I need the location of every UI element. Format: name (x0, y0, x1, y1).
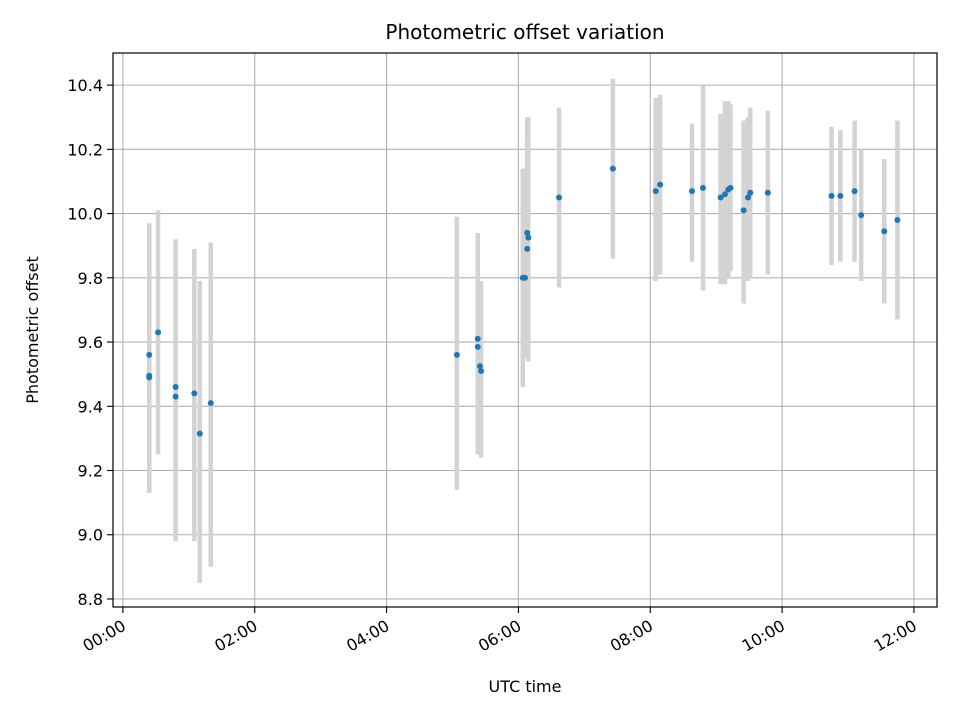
data-point (155, 329, 162, 336)
data-point (525, 234, 532, 241)
y-tick-label: 10.0 (67, 205, 103, 224)
data-point (172, 384, 179, 391)
data-point (172, 393, 179, 400)
data-point (881, 228, 888, 235)
y-axis-ticks: 8.8 9.0 9.2 9.4 9.6 9.8 10.0 10.2 10.4 (67, 76, 113, 609)
data-point (478, 367, 485, 374)
data-point (556, 194, 563, 201)
data-point (740, 207, 747, 214)
data-point (476, 363, 483, 370)
y-tick-label: 9.8 (78, 269, 103, 288)
data-point (688, 188, 695, 195)
data-point (524, 245, 531, 252)
data-point (858, 212, 865, 219)
y-tick-label: 9.0 (78, 526, 103, 545)
data-point (764, 189, 771, 196)
y-tick-label: 10.2 (67, 140, 103, 159)
y-tick-label: 9.4 (78, 397, 103, 416)
x-axis-label: UTC time (489, 677, 562, 696)
y-tick-label: 10.4 (67, 76, 103, 95)
data-point (146, 351, 153, 358)
data-point (699, 184, 706, 191)
data-point (652, 188, 659, 195)
plot-frame (112, 52, 938, 608)
data-point (851, 188, 858, 195)
data-point (828, 192, 835, 199)
data-point (837, 192, 844, 199)
data-point (657, 181, 664, 188)
data-point (453, 351, 460, 358)
data-point (207, 400, 214, 407)
data-point (474, 343, 481, 350)
data-point (717, 194, 724, 201)
data-point (609, 165, 616, 172)
data-point (747, 189, 754, 196)
y-axis-label: Photometric offset (23, 256, 42, 404)
data-point (721, 191, 728, 198)
data-point (727, 184, 734, 191)
y-tick-label: 8.8 (78, 590, 103, 609)
y-tick-label: 9.6 (78, 333, 103, 352)
data-point (522, 274, 528, 281)
data-point (524, 229, 531, 236)
y-tick-label: 9.2 (78, 462, 103, 481)
data-point (196, 430, 203, 437)
data-point (146, 372, 153, 379)
data-points (146, 165, 901, 437)
data-point (474, 335, 481, 342)
data-point (894, 217, 901, 224)
data-point (745, 194, 752, 201)
data-point (191, 390, 198, 397)
chart-title: Photometric offset variation (385, 20, 664, 44)
